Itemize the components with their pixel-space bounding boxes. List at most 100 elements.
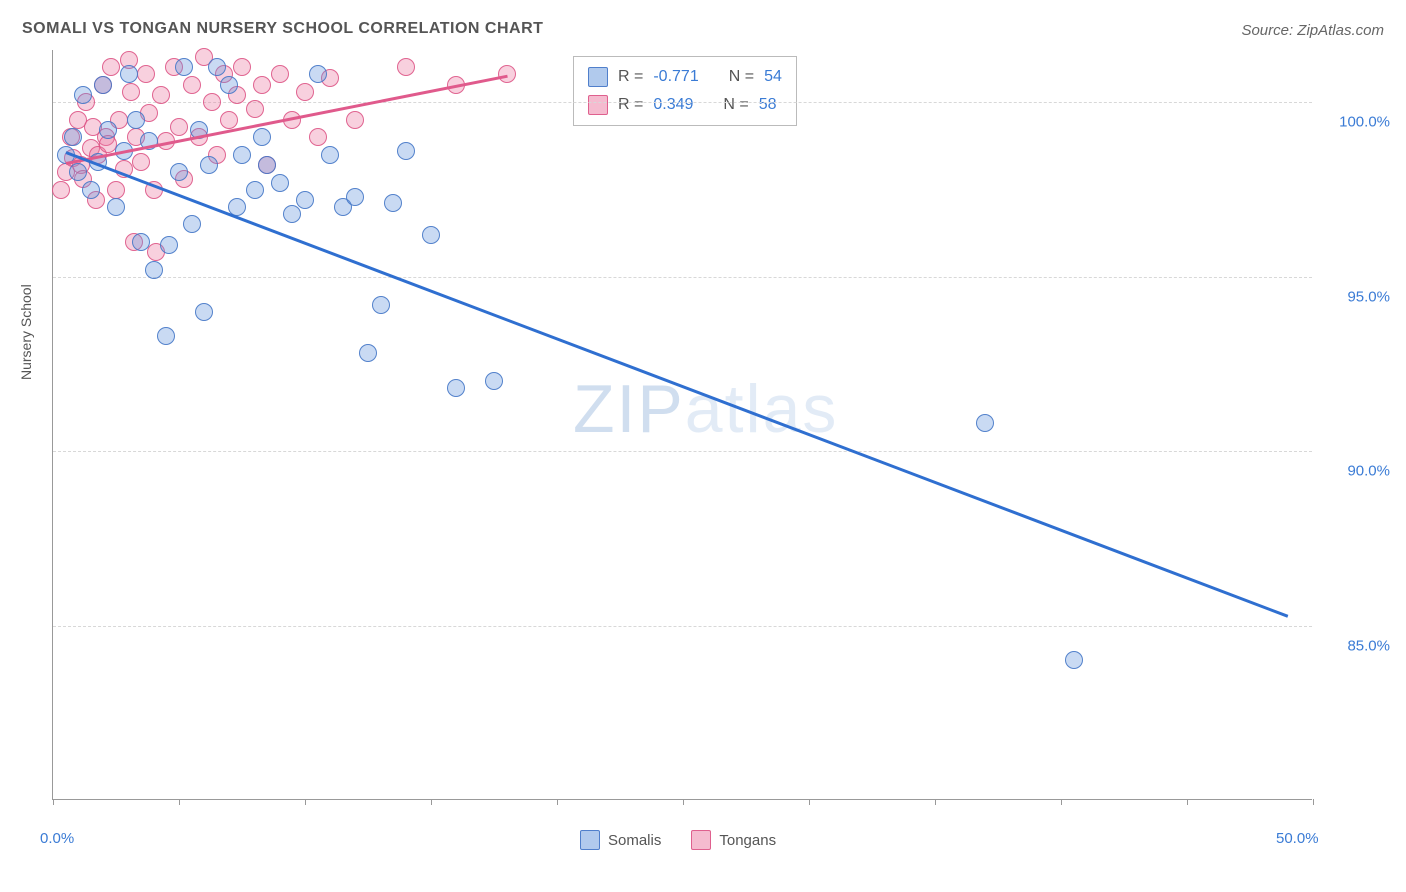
data-point — [52, 181, 70, 199]
data-point — [372, 296, 390, 314]
gridline — [53, 626, 1312, 627]
y-axis-label: Nursery School — [18, 284, 34, 380]
stats-row: R = -0.771 N = 54 — [588, 63, 782, 91]
n-label: N = — [729, 63, 754, 91]
trend-line — [65, 151, 1288, 617]
x-axis-min-label: 0.0% — [40, 830, 74, 847]
r-value: 0.349 — [653, 91, 693, 119]
data-point — [107, 181, 125, 199]
data-point — [976, 414, 994, 432]
data-point — [397, 58, 415, 76]
data-point — [233, 58, 251, 76]
data-point — [132, 233, 150, 251]
r-label: R = — [618, 91, 643, 119]
x-tick — [1313, 799, 1314, 805]
data-point — [200, 156, 218, 174]
data-point — [208, 58, 226, 76]
data-point — [271, 65, 289, 83]
data-point — [69, 163, 87, 181]
data-point — [102, 58, 120, 76]
data-point — [74, 86, 92, 104]
data-point — [64, 128, 82, 146]
n-value: 54 — [764, 63, 782, 91]
x-tick — [683, 799, 684, 805]
data-point — [94, 76, 112, 94]
data-point — [447, 379, 465, 397]
data-point — [82, 181, 100, 199]
legend-item-somalis: Somalis — [580, 830, 661, 850]
swatch-pink-icon — [588, 95, 608, 115]
stats-row: R = 0.349 N = 58 — [588, 91, 782, 119]
x-tick — [1061, 799, 1062, 805]
stats-box: R = -0.771 N = 54 R = 0.349 N = 58 — [573, 56, 797, 126]
x-tick — [935, 799, 936, 805]
legend-label: Tongans — [719, 832, 776, 849]
data-point — [157, 327, 175, 345]
data-point — [195, 303, 213, 321]
y-tick-label: 85.0% — [1347, 637, 1390, 654]
data-point — [283, 205, 301, 223]
data-point — [99, 121, 117, 139]
data-point — [137, 65, 155, 83]
data-point — [183, 76, 201, 94]
gridline — [53, 277, 1312, 278]
data-point — [296, 191, 314, 209]
data-point — [246, 181, 264, 199]
data-point — [152, 86, 170, 104]
data-point — [183, 215, 201, 233]
chart-title: SOMALI VS TONGAN NURSERY SCHOOL CORRELAT… — [22, 20, 543, 38]
data-point — [346, 111, 364, 129]
y-tick-label: 100.0% — [1339, 114, 1390, 131]
data-point — [120, 65, 138, 83]
x-tick — [305, 799, 306, 805]
data-point — [160, 236, 178, 254]
bottom-legend: Somalis Tongans — [580, 830, 776, 850]
n-label: N = — [723, 91, 748, 119]
data-point — [127, 111, 145, 129]
r-label: R = — [618, 63, 643, 91]
data-point — [233, 146, 251, 164]
watermark: ZIPatlas — [573, 370, 838, 448]
x-tick — [1187, 799, 1188, 805]
x-tick — [53, 799, 54, 805]
x-tick — [431, 799, 432, 805]
data-point — [175, 58, 193, 76]
data-point — [1065, 651, 1083, 669]
data-point — [359, 344, 377, 362]
data-point — [309, 128, 327, 146]
data-point — [107, 198, 125, 216]
n-value: 58 — [759, 91, 777, 119]
x-tick — [809, 799, 810, 805]
x-tick — [179, 799, 180, 805]
data-point — [203, 93, 221, 111]
legend-label: Somalis — [608, 832, 661, 849]
data-point — [220, 111, 238, 129]
x-tick — [557, 799, 558, 805]
data-point — [271, 174, 289, 192]
source-label: Source: ZipAtlas.com — [1241, 22, 1384, 39]
data-point — [170, 163, 188, 181]
data-point — [309, 65, 327, 83]
data-point — [384, 194, 402, 212]
swatch-pink-icon — [691, 830, 711, 850]
x-axis-max-label: 50.0% — [1276, 830, 1319, 847]
data-point — [246, 100, 264, 118]
swatch-blue-icon — [580, 830, 600, 850]
data-point — [258, 156, 276, 174]
data-point — [170, 118, 188, 136]
data-point — [397, 142, 415, 160]
legend-item-tongans: Tongans — [691, 830, 776, 850]
data-point — [321, 146, 339, 164]
data-point — [422, 226, 440, 244]
data-point — [132, 153, 150, 171]
y-tick-label: 95.0% — [1347, 288, 1390, 305]
gridline — [53, 451, 1312, 452]
r-value: -0.771 — [653, 63, 698, 91]
data-point — [253, 76, 271, 94]
data-point — [220, 76, 238, 94]
data-point — [485, 372, 503, 390]
data-point — [145, 261, 163, 279]
data-point — [296, 83, 314, 101]
y-tick-label: 90.0% — [1347, 463, 1390, 480]
data-point — [122, 83, 140, 101]
